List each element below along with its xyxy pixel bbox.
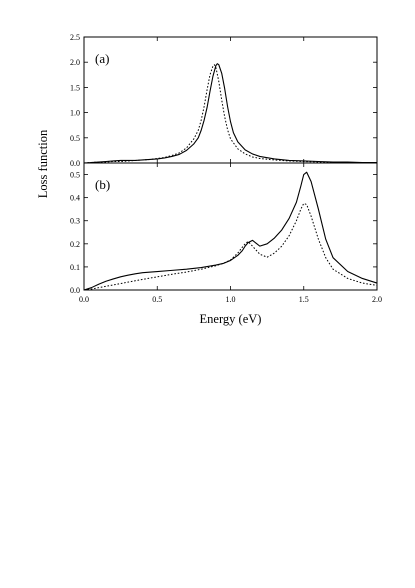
x-axis-title: Energy (eV) bbox=[200, 312, 262, 326]
panel-b-ytick-label: 0.2 bbox=[70, 240, 80, 249]
panel-b-ytick-labels: 0.0 0.1 0.2 0.3 0.4 0.5 bbox=[70, 171, 80, 295]
panel-b-xtick-label: 0.0 bbox=[79, 295, 89, 304]
panel-a-ytick-label: 2.5 bbox=[70, 33, 80, 42]
panel-b-ytick-label: 0.0 bbox=[70, 286, 80, 295]
panel-b-xtick-label: 1.0 bbox=[226, 295, 236, 304]
panel-b-xtick-label: 2.0 bbox=[372, 295, 382, 304]
panel-b-label: (b) bbox=[95, 177, 110, 192]
panel-b-xtick-label: 0.5 bbox=[152, 295, 162, 304]
panel-b-xtick-label: 1.5 bbox=[299, 295, 309, 304]
panel-b-ytick-label: 0.3 bbox=[70, 217, 80, 226]
panel-b-series bbox=[83, 171, 378, 291]
panel-b: 0.0 0.1 0.2 0.3 0.4 0.5 0.0 0.5 1.0 1.5 2.0 (b) bbox=[70, 162, 382, 304]
panel-a-ticks bbox=[83, 36, 378, 164]
panel-a-series-dotted bbox=[83, 64, 377, 164]
panel-a-ytick-label: 1.0 bbox=[70, 109, 80, 118]
panel-b-ytick-label: 0.1 bbox=[70, 263, 80, 272]
panel-b-ytick-label: 0.5 bbox=[70, 171, 80, 180]
panel-b-series-dotted bbox=[83, 202, 378, 291]
panel-a-ytick-label: 1.5 bbox=[70, 83, 80, 92]
panel-a-ytick-label: 2.0 bbox=[70, 58, 80, 67]
panel-b-xtick-labels: 0.0 0.5 1.0 1.5 2.0 bbox=[79, 295, 382, 304]
panel-b-series-solid bbox=[83, 171, 378, 291]
panel-a-ytick-label: 0.5 bbox=[70, 134, 80, 143]
panel-b-frame bbox=[83, 162, 378, 291]
panel-a-ytick-labels: 0.0 0.5 1.0 1.5 2.0 2.5 bbox=[70, 33, 80, 168]
panel-b-ticks bbox=[83, 163, 378, 291]
panel-a-frame bbox=[83, 36, 378, 164]
panel-b-ytick-label: 0.4 bbox=[70, 194, 80, 203]
panel-a-ytick-label: 0.0 bbox=[70, 159, 80, 168]
panel-a-series bbox=[83, 63, 377, 164]
y-axis-title: Loss function bbox=[36, 129, 50, 198]
panel-a-label: (a) bbox=[95, 51, 109, 66]
panel-a-series-solid bbox=[83, 63, 377, 164]
panel-a: 0.0 0.5 1.0 1.5 2.0 2.5 (a) bbox=[70, 33, 378, 168]
